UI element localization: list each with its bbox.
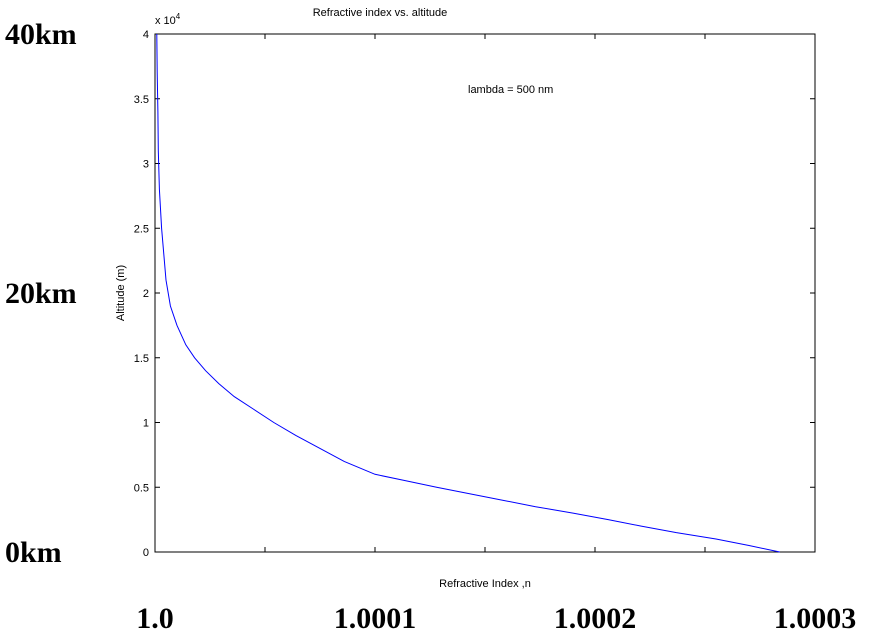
x-overlay-label: 1.0: [136, 602, 174, 635]
y-tick-label: 1.5: [134, 353, 149, 365]
y-tick-label: 3.5: [134, 94, 149, 106]
series-line: [156, 33, 780, 553]
y-tick-label: 2.5: [134, 223, 149, 235]
y-tick-label: 0: [143, 547, 149, 559]
y-overlay-label: 20km: [5, 277, 77, 310]
y-overlay-label: 0km: [5, 536, 62, 569]
y-tick-label: 2: [143, 288, 149, 300]
x-axis-label: Refractive Index ,n: [439, 578, 531, 590]
x-overlay-label: 1.0001: [334, 602, 417, 635]
series-layer: [156, 33, 780, 553]
x-overlay-label: 1.0002: [554, 602, 637, 635]
y-tick-label: 1: [143, 418, 149, 430]
ticks-layer: 0 0.5 1 1.5 2 2.5 3 3.5 4: [134, 29, 816, 559]
y-exponent-base: x 10: [155, 15, 176, 27]
annotation-lambda: lambda = 500 nm: [468, 84, 553, 96]
y-overlay-label: 40km: [5, 18, 77, 51]
chart-title: Refractive index vs. altitude: [313, 7, 448, 19]
y-axis-label: Altitude (m): [115, 265, 127, 321]
y-exponent-label: x 104: [155, 12, 181, 27]
plot-area: [154, 33, 816, 553]
x-overlay-label: 1.0003: [774, 602, 857, 635]
y-tick-label: 3: [143, 159, 149, 171]
y-tick-label: 0.5: [134, 482, 149, 494]
y-exponent-power: 4: [176, 12, 181, 21]
y-tick-label: 4: [143, 29, 149, 41]
